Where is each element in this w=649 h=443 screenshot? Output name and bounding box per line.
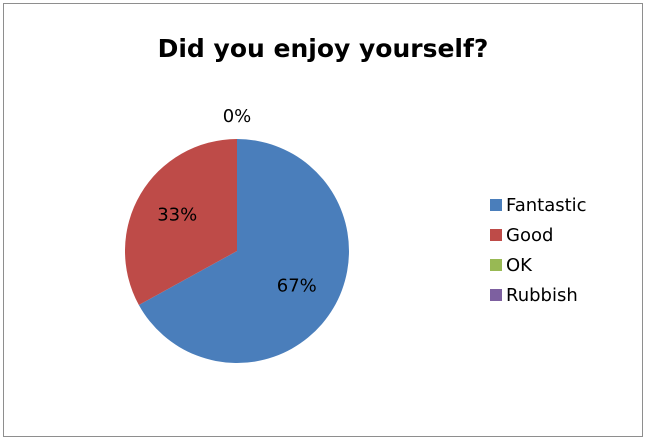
pie-slice-fantastic	[138, 139, 349, 363]
legend-label-fantastic: Fantastic	[506, 194, 587, 216]
legend-label-rubbish: Rubbish	[506, 284, 578, 306]
data-label-fantastic: 67%	[277, 275, 317, 296]
legend-label-ok: OK	[506, 254, 532, 276]
legend-item-ok: OK	[490, 250, 587, 280]
legend-item-rubbish: Rubbish	[490, 280, 587, 310]
legend-item-fantastic: Fantastic	[490, 190, 587, 220]
legend-swatch-rubbish	[490, 289, 502, 301]
legend-swatch-fantastic	[490, 199, 502, 211]
chart-title: Did you enjoy yourself?	[157, 34, 489, 63]
pie-slice-good	[124, 139, 237, 305]
legend-item-good: Good	[490, 220, 587, 250]
data-label-ok: 0%	[223, 106, 252, 127]
legend-swatch-good	[490, 229, 502, 241]
legend-label-good: Good	[506, 224, 554, 246]
legend-swatch-ok	[490, 259, 502, 271]
data-label-good: 33%	[157, 205, 197, 226]
legend: Fantastic Good OK Rubbish	[490, 190, 587, 310]
